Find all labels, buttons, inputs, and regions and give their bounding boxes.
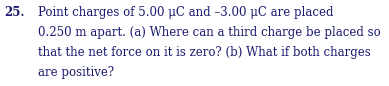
Text: that the net force on it is zero? (b) What if both charges: that the net force on it is zero? (b) Wh… [38, 46, 371, 59]
Text: are positive?: are positive? [38, 66, 114, 79]
Text: Point charges of 5.00 μC and –3.00 μC are placed: Point charges of 5.00 μC and –3.00 μC ar… [38, 6, 333, 19]
Text: 25.: 25. [4, 6, 25, 19]
Text: 0.250 m apart. (a) Where can a third charge be placed so: 0.250 m apart. (a) Where can a third cha… [38, 26, 381, 39]
